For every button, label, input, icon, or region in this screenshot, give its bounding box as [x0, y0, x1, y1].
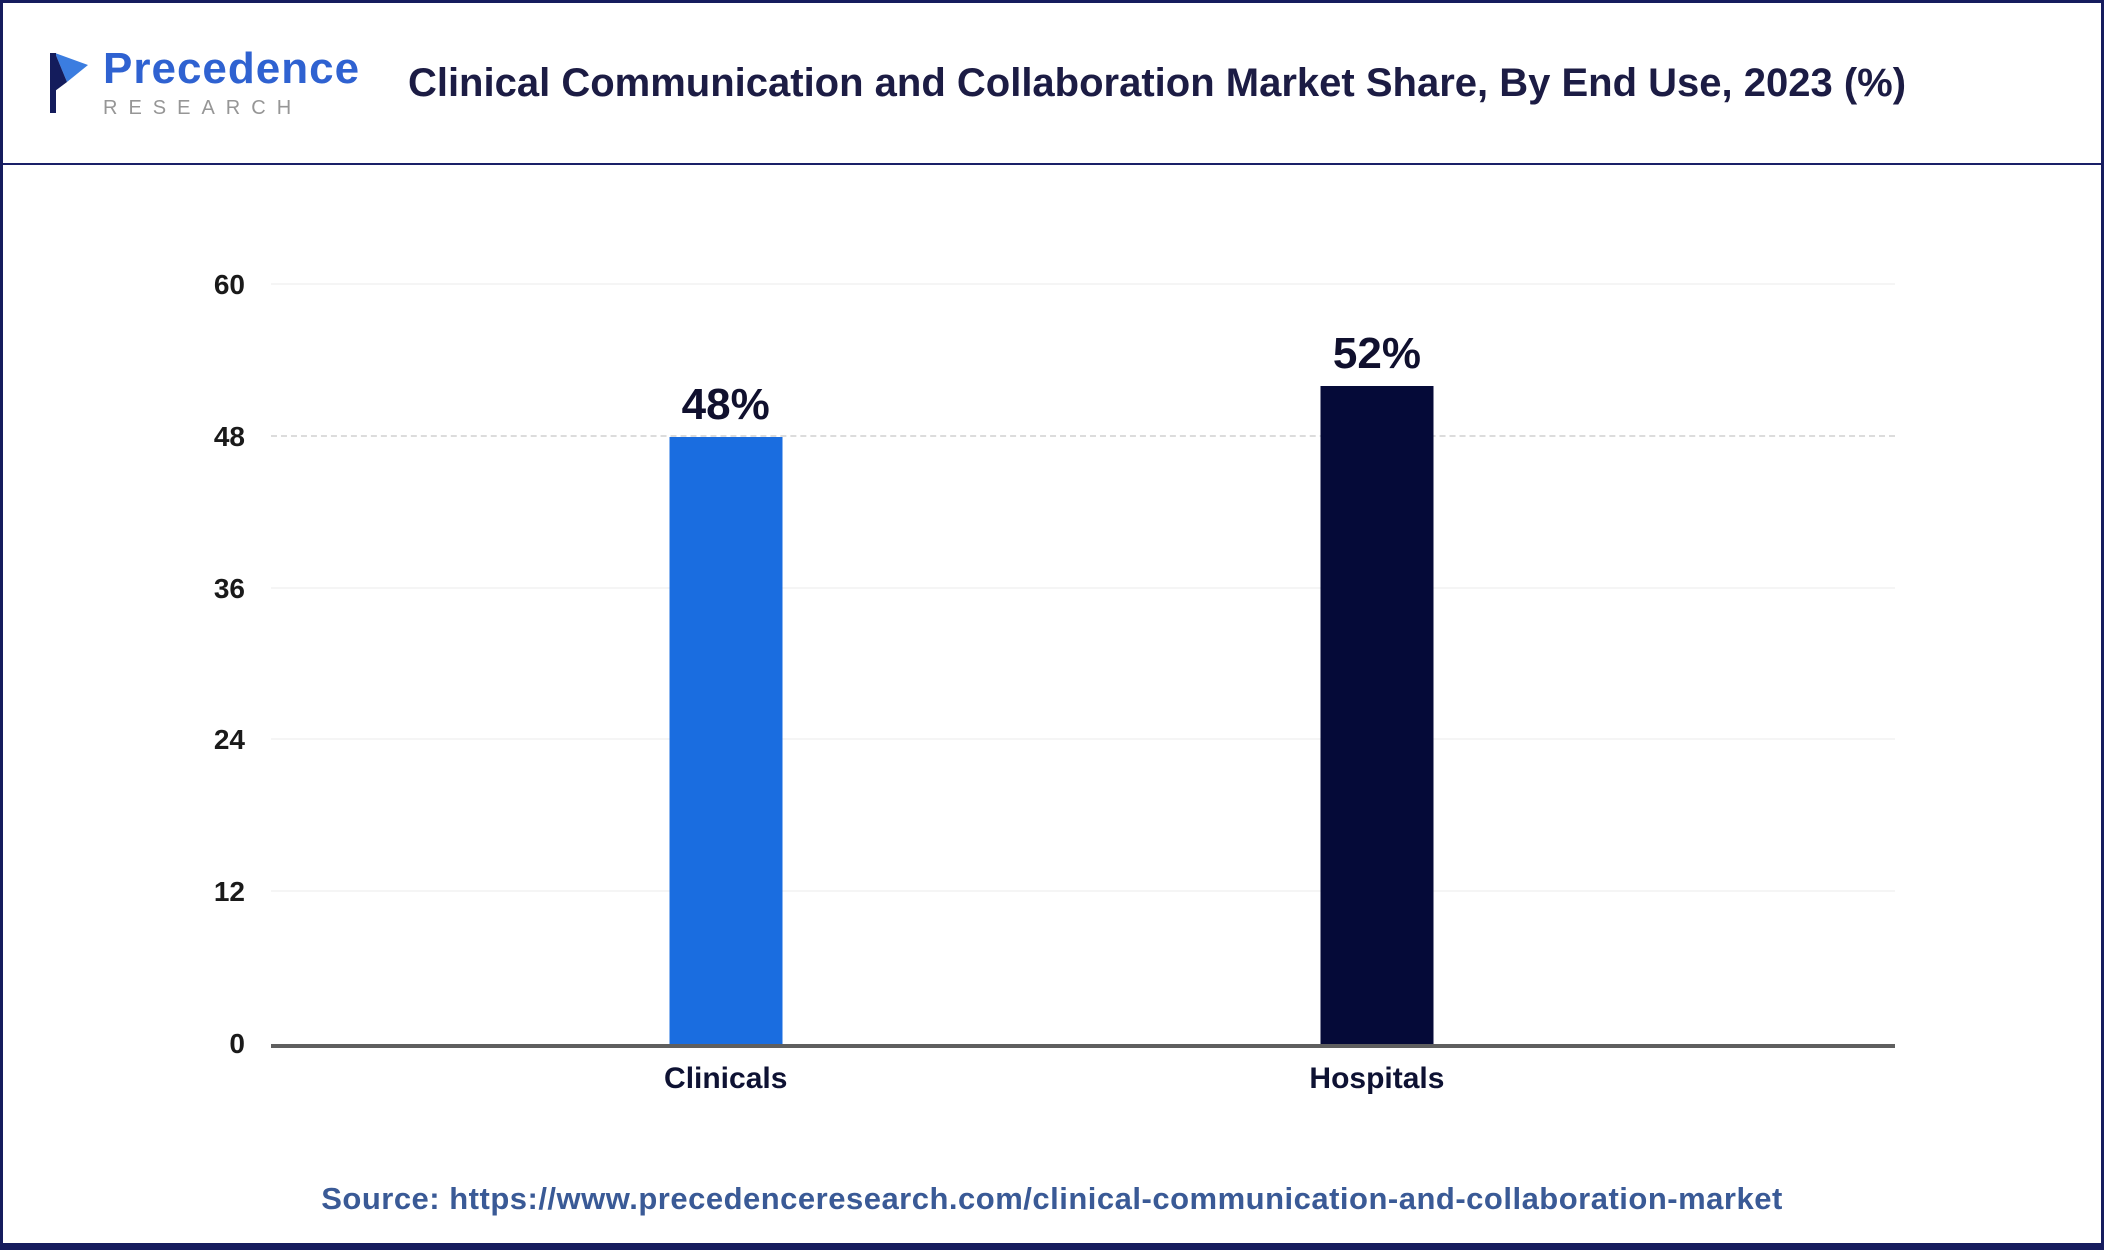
y-axis-tick-label: 24 [213, 724, 245, 756]
bar-chart: 0 12 24 36 48 60 48% Clinicals 52% Hospitals [214, 271, 1895, 1094]
plot-area: 0 12 24 36 48 60 48% Clinicals 52% Hospitals [214, 271, 1895, 1094]
gridline [271, 586, 1895, 589]
bar-clinicals: 48% [669, 382, 783, 1044]
header: Precedence RESEARCH Clinical Communicati… [3, 3, 2101, 165]
y-axis-tick-label: 60 [213, 269, 245, 300]
bar-value-label: 52% [1332, 329, 1421, 379]
bar-hospitals: 52% [1320, 332, 1434, 1044]
logo-text: Precedence RESEARCH [103, 43, 361, 120]
y-axis-tick-label: 36 [213, 572, 245, 604]
gridline [271, 738, 1895, 741]
precedence-research-logo: Precedence RESEARCH [43, 43, 373, 120]
gridline [271, 434, 1895, 437]
category-label: Clinicals [664, 1062, 788, 1095]
bar-value-label: 48% [681, 379, 770, 429]
category-label: Hospitals [1309, 1062, 1445, 1095]
y-axis-tick-label: 0 [229, 1028, 245, 1059]
logo-name: Precedence [103, 43, 361, 93]
source-link[interactable]: Source: https://www.precedenceresearch.c… [321, 1181, 1783, 1216]
chart-title: Clinical Communication and Collaboration… [407, 60, 1907, 105]
y-axis-tick-label: 12 [213, 876, 245, 908]
y-axis-tick-label: 48 [213, 420, 245, 452]
logo-subtitle: RESEARCH [103, 96, 303, 119]
logo-p-icon [50, 53, 88, 113]
gridline [271, 283, 1895, 285]
gridline [271, 890, 1895, 893]
